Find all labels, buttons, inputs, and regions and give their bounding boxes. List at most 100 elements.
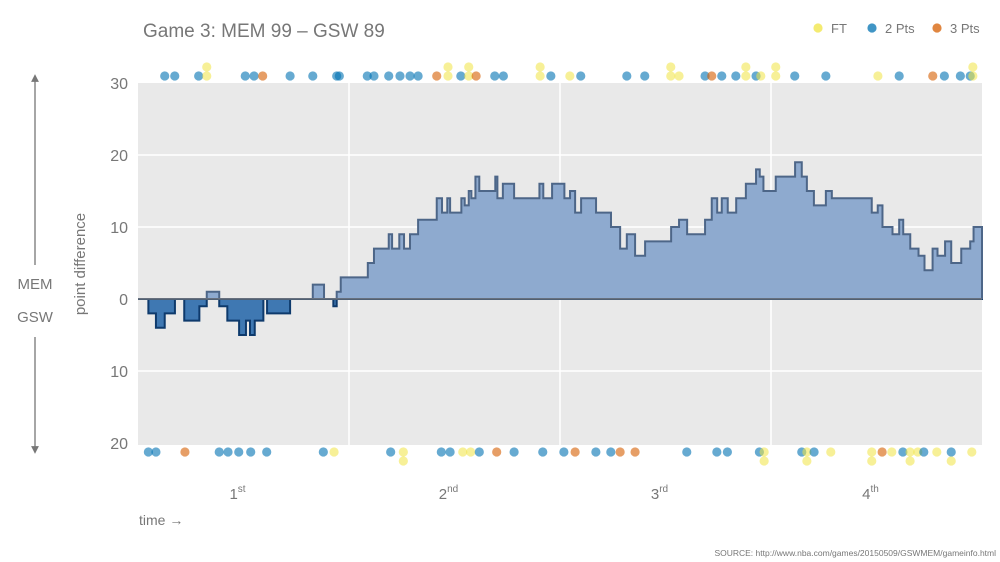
legend: FT 2 Pts 3 Pts <box>813 21 980 36</box>
mem-ft-dot <box>443 62 453 72</box>
y-tick-label: 10 <box>110 364 128 381</box>
mem-2pt-dot <box>894 71 904 81</box>
mem-ft-dot <box>741 62 751 72</box>
mem-2pt-dot <box>955 71 965 81</box>
team-up-label: MEM <box>18 276 53 293</box>
quarter-label: 4th <box>862 484 879 503</box>
gsw-2pt-dot <box>591 447 601 457</box>
mem-ft-dot <box>535 71 545 81</box>
quarter-number: 3 <box>651 486 659 503</box>
mem-2pt-dot <box>640 71 650 81</box>
legend-swatch-3 <box>932 23 942 33</box>
mem-2pt-dot <box>405 71 415 81</box>
mem-3pt-dot <box>258 71 268 81</box>
gsw-ft-dot <box>398 447 408 457</box>
mem-ft-dot <box>202 71 212 81</box>
gsw-2pt-dot <box>234 447 244 457</box>
mem-2pt-dot <box>249 71 259 81</box>
gsw-2pt-dot <box>474 447 484 457</box>
mem-ft-dot <box>968 62 978 72</box>
mem-2pt-dot <box>821 71 831 81</box>
y-axis-label: point difference <box>72 213 89 315</box>
gsw-ft-dot <box>329 447 339 457</box>
mem-2pt-dot <box>731 71 741 81</box>
mem-ft-dot <box>666 62 676 72</box>
team-down-label: GSW <box>17 309 54 326</box>
gsw-ft-dot <box>826 447 836 457</box>
mem-3pt-dot <box>471 71 481 81</box>
mem-ft-dot <box>666 71 676 81</box>
mem-2pt-dot <box>939 71 949 81</box>
legend-swatch-FT <box>813 23 823 33</box>
mem-ft-dot <box>741 71 751 81</box>
gsw-2pt-dot <box>509 447 519 457</box>
mem-2pt-dot <box>285 71 295 81</box>
gsw-2pt-dot <box>559 447 569 457</box>
mem-2pt-dot <box>308 71 318 81</box>
mem-2pt-dot <box>498 71 508 81</box>
gsw-3pt-dot <box>492 447 502 457</box>
gsw-lead-area <box>138 299 983 336</box>
mem-ft-dot <box>565 71 575 81</box>
gsw-2pt-dot <box>223 447 233 457</box>
y-tick-label: 0 <box>119 292 128 309</box>
gsw-ft-dot <box>887 447 897 457</box>
gsw-3pt-dot <box>570 447 580 457</box>
y-tick-label: 20 <box>110 148 128 165</box>
mem-ft-dot <box>443 71 453 81</box>
quarter-suffix: st <box>238 484 246 495</box>
mem-3pt-dot <box>707 71 717 81</box>
mem-ft-dot <box>771 62 781 72</box>
mem-ft-dot <box>756 71 766 81</box>
mem-2pt-dot <box>369 71 379 81</box>
gsw-2pt-dot <box>214 447 224 457</box>
gsw-ft-dot <box>867 456 877 466</box>
mem-ft-dot <box>535 62 545 72</box>
gsw-ft-dot <box>867 447 877 457</box>
gsw-ft-dot <box>458 447 468 457</box>
gsw-ft-dot <box>905 447 915 457</box>
gsw-ft-dot <box>802 447 812 457</box>
gsw-ft-dot <box>905 456 915 466</box>
mem-2pt-dot <box>700 71 710 81</box>
mem-ft-dot <box>873 71 883 81</box>
gsw-2pt-dot <box>386 447 396 457</box>
gsw-2pt-dot <box>246 447 256 457</box>
gsw-2pt-dot <box>436 447 446 457</box>
mem-2pt-dot <box>546 71 556 81</box>
gsw-ft-dot <box>398 456 408 466</box>
gsw-2pt-dot <box>538 447 548 457</box>
mem-2pt-dot <box>384 71 394 81</box>
y-tick-label: 10 <box>110 220 128 237</box>
gsw-2pt-dot <box>946 447 956 457</box>
gsw-ft-dot <box>759 456 769 466</box>
legend-label: FT <box>831 21 847 36</box>
quarter-suffix: rd <box>659 484 668 495</box>
gsw-2pt-dot <box>898 447 908 457</box>
mem-2pt-dot <box>456 71 466 81</box>
quarter-number: 2 <box>439 486 447 503</box>
gsw-2pt-dot <box>606 447 616 457</box>
gsw-ft-dot <box>967 447 977 457</box>
gsw-ft-dot <box>946 456 956 466</box>
mem-2pt-dot <box>240 71 250 81</box>
gsw-2pt-dot <box>722 447 732 457</box>
mem-2pt-dot <box>622 71 632 81</box>
y-tick-label: 20 <box>110 436 128 453</box>
quarter-label: 3rd <box>651 484 668 503</box>
y-axis-ticks: 30 20 10 0 10 20 <box>110 76 128 453</box>
mem-2pt-dot <box>790 71 800 81</box>
mem-ft-dot <box>464 62 474 72</box>
gsw-3pt-dot <box>615 447 625 457</box>
legend-label: 2 Pts <box>885 21 915 36</box>
quarter-label: 1st <box>229 484 245 503</box>
mem-2pt-dot <box>717 71 727 81</box>
gsw-2pt-dot <box>682 447 692 457</box>
mem-2pt-dot <box>576 71 586 81</box>
quarter-suffix: th <box>871 484 879 495</box>
mem-ft-dot <box>771 71 781 81</box>
source-note: SOURCE: http://www.nba.com/games/2015050… <box>714 548 996 558</box>
mem-2pt-dot <box>160 71 170 81</box>
gsw-ft-dot <box>932 447 942 457</box>
quarter-suffix: nd <box>447 484 458 495</box>
